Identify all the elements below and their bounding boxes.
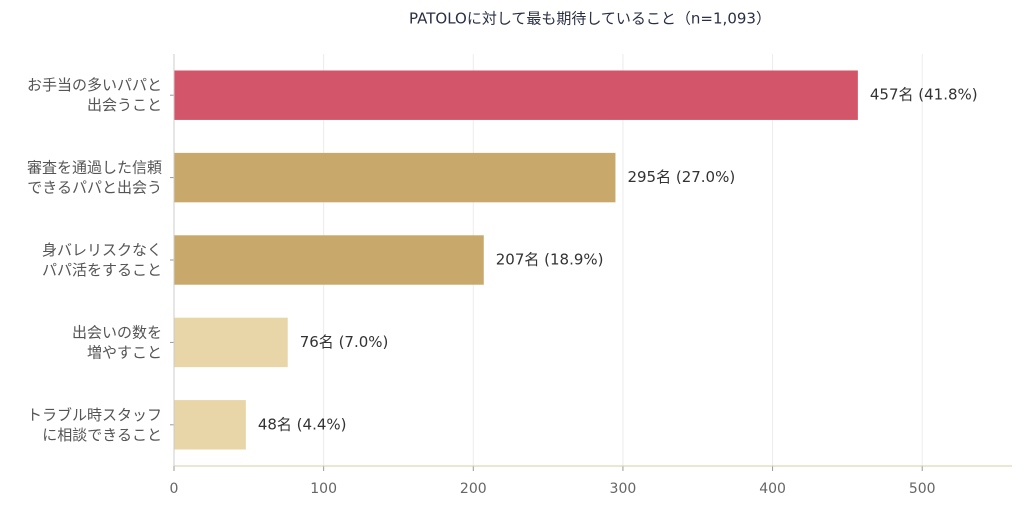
y-tick-label: 身バレリスクなくパパ活をすること [42, 241, 162, 279]
value-label: 48名 (4.4%) [258, 415, 347, 433]
y-tick-label-line: できるパパと出会う [27, 178, 162, 196]
x-tick-label: 200 [460, 481, 487, 497]
y-tick-label-line: に相談できること [42, 425, 162, 443]
chart-title: PATOLOに対して最も期待していること（n=1,093） [409, 10, 771, 28]
y-tick-label: 出会いの数を増やすこと [72, 323, 162, 361]
bar [174, 235, 484, 285]
bar [174, 152, 616, 203]
bar [174, 400, 246, 450]
y-tick-label: 審査を通過した信頼できるパパと出会う [27, 158, 162, 196]
y-tick-label-line: 出会いの数を [72, 323, 162, 341]
x-tick-label: 0 [170, 481, 179, 497]
value-label: 295名 (27.0%) [627, 168, 735, 186]
bar [174, 317, 288, 368]
x-tick-label: 300 [610, 481, 637, 497]
value-label: 76名 (7.0%) [300, 333, 389, 351]
y-tick-label-line: 増やすこと [87, 343, 162, 361]
y-tick-label-line: 審査を通過した信頼 [27, 158, 162, 176]
y-tick-label-line: 身バレリスクなく [42, 241, 162, 259]
y-tick-label-line: パパ活をすること [42, 261, 162, 279]
y-tick-label: お手当の多いパパと出会うこと [27, 76, 162, 114]
x-tick-label: 100 [310, 481, 337, 497]
value-label: 457名 (41.8%) [870, 86, 978, 104]
y-tick-label-line: トラブル時スタッフ [27, 405, 162, 423]
x-tick-label: 400 [759, 481, 786, 497]
bar [174, 70, 858, 120]
y-tick-label: トラブル時スタッフに相談できること [27, 405, 162, 443]
y-tick-label-line: お手当の多いパパと [27, 76, 162, 94]
x-tick-label: 500 [909, 481, 936, 497]
value-label: 207名 (18.9%) [496, 251, 604, 269]
y-tick-label-line: 出会うこと [87, 96, 162, 114]
